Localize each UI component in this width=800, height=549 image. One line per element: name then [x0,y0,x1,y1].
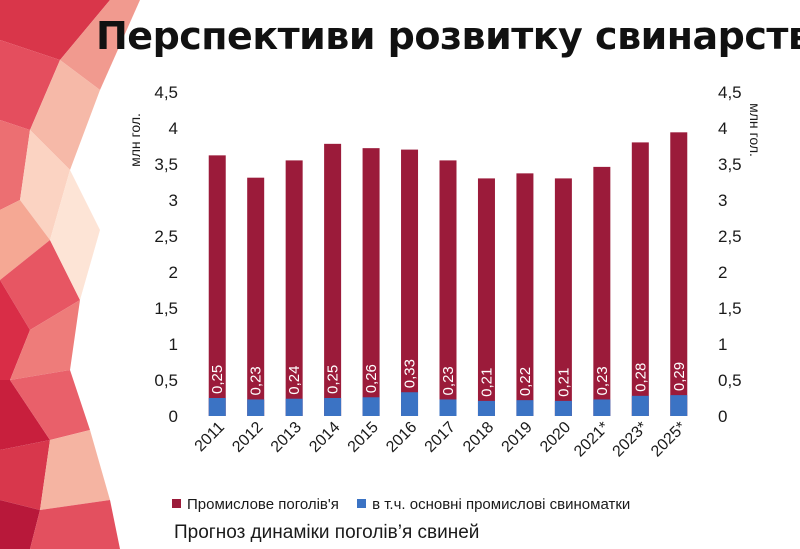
bar-total [439,160,457,416]
y-tick-right: 3 [718,191,727,210]
y-tick-right: 3,5 [718,155,742,174]
y-axis-left: 0 0,5 1 1,5 2 2,5 3 3,5 4 4,5 [154,83,178,426]
bar-sows [593,399,611,416]
bar-sows [477,400,495,416]
y-tick-left: 2,5 [154,227,178,246]
x-tick-label: 2014 [306,419,343,456]
legend-item-sows: в т.ч. основні промислові свиноматки [357,496,630,513]
bar-total [593,166,611,416]
legend: Промислове поголів'я в т.ч. основні пром… [172,496,644,513]
data-label: 0,29 [671,362,688,391]
data-label: 0,23 [248,366,265,395]
data-label: 0,21 [555,368,572,397]
x-tick-label: 2016 [383,419,420,456]
bar-sows [362,397,380,416]
y-tick-right: 4,5 [718,83,742,102]
y-axis-title-right: млн гол. [747,103,763,157]
y-tick-left: 2 [169,263,178,282]
y-tick-right: 4 [718,119,727,138]
x-tick-label: 2021* [571,419,613,461]
data-label: 0,24 [286,366,303,395]
bar-sows [324,398,342,416]
y-tick-right: 2,5 [718,227,742,246]
data-label: 0,23 [440,366,457,395]
y-tick-left: 4,5 [154,83,178,102]
y-tick-left: 0,5 [154,371,178,390]
page-title: Перспективи розвитку свинарства [96,14,800,58]
bars-group: 0,25 0,23 0,24 0,25 0,26 0,33 0,23 0,21 0,22 0,21… [208,132,688,417]
x-tick-label: 2020 [537,419,574,456]
x-tick-label: 2018 [460,419,497,456]
bar-sows [631,395,649,416]
legend-swatch-total [172,499,181,508]
bar-sows [670,395,688,416]
chart-caption: Прогноз динаміки поголів’я свиней [174,522,480,543]
x-tick-label: 2025* [648,419,690,461]
y-tick-right: 1,5 [718,299,742,318]
x-tick-label: 2011 [192,419,228,455]
bar-total [631,142,649,416]
bar-total [362,148,380,416]
y-tick-left: 1,5 [154,299,178,318]
bar-sows [401,392,419,416]
y-tick-left: 1 [169,335,178,354]
bar-sows [554,400,572,416]
x-tick-label: 2012 [229,419,266,456]
y-tick-left: 3,5 [154,155,178,174]
bar-total [247,177,265,416]
x-axis-ticks: 2011 2012 2013 2014 2015 2016 2017 2018 2019 2020… [192,419,690,461]
bar-sows [516,400,534,416]
y-tick-right: 0,5 [718,371,742,390]
background-polygons [0,0,140,549]
y-tick-right: 0 [718,407,727,426]
data-label: 0,21 [478,368,495,397]
data-label: 0,26 [363,364,380,393]
legend-label-sows: в т.ч. основні промислові свиноматки [372,496,631,513]
data-label: 0,23 [594,366,611,395]
y-axis-right: 0 0,5 1 1,5 2 2,5 3 3,5 4 4,5 [718,83,742,426]
data-label: 0,28 [632,363,649,392]
data-label: 0,25 [209,365,226,394]
bar-sows [439,399,457,416]
bar-total [670,132,688,416]
x-tick-label: 2019 [499,419,536,456]
bar-total [285,160,303,416]
data-label: 0,33 [402,359,419,388]
x-tick-label: 2013 [268,419,305,456]
data-label: 0,22 [517,367,534,396]
bar-sows [285,398,303,416]
bar-total [516,173,534,416]
data-label: 0,25 [325,365,342,394]
y-axis-title-left: млн гол. [127,113,143,167]
x-tick-label: 2015 [345,419,382,456]
legend-item-total: Промислове поголів'я [172,496,343,513]
legend-label-total: Промислове поголів'я [187,496,339,513]
y-tick-right: 2 [718,263,727,282]
y-tick-right: 1 [718,335,727,354]
bar-total [401,149,419,416]
x-tick-label: 2023* [610,419,652,461]
y-tick-left: 3 [169,191,178,210]
y-tick-left: 4 [169,119,178,138]
bar-sows [247,399,265,416]
legend-swatch-sows [357,499,367,508]
y-tick-left: 0 [169,407,178,426]
bar-total [554,178,572,416]
bar-total [477,178,495,416]
bar-sows [208,398,226,416]
bar-total [324,143,342,416]
bar-total [208,155,226,417]
x-tick-label: 2017 [422,419,459,456]
